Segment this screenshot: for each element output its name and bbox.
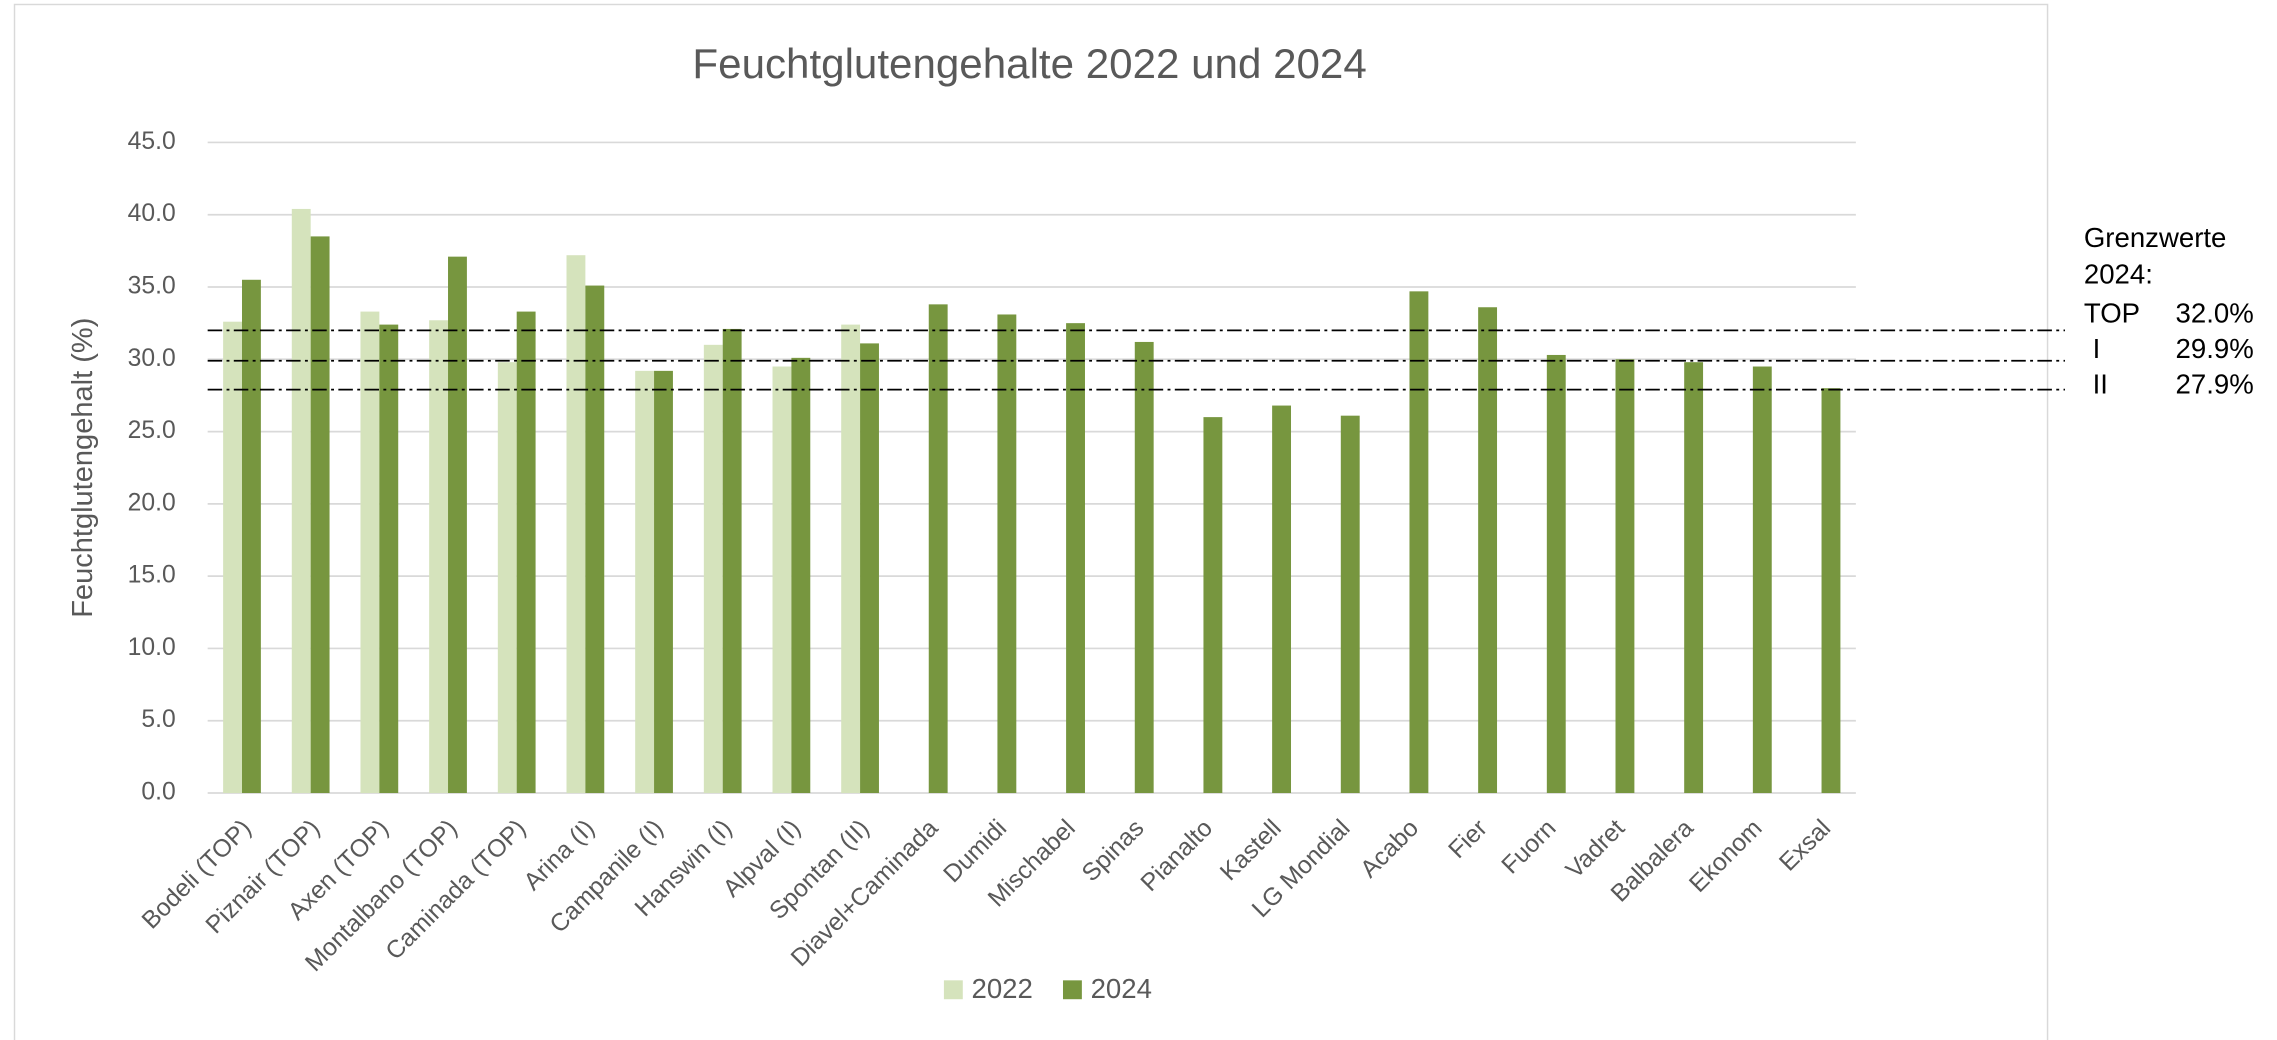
threshold-title: Grenzwerte [2084,222,2227,253]
legend-label: 2024 [1091,973,1152,1004]
threshold-name: II [2093,369,2108,400]
y-tick-label: 40.0 [128,200,176,227]
bar [791,357,811,794]
y-tick-label: 15.0 [128,562,176,589]
bar [1546,354,1566,794]
bar [1203,417,1223,794]
bar [928,304,948,794]
bar [516,311,536,794]
legend-swatch [1062,980,1082,1000]
bar [241,279,261,794]
bar [1684,362,1704,794]
bar [585,285,605,794]
chart-frame [13,3,2049,1040]
legend-label: 2022 [972,973,1033,1004]
y-tick-label: 30.0 [128,345,176,372]
bar [291,208,311,794]
y-tick-label: 5.0 [141,706,175,733]
bar [1615,359,1635,794]
bar [1066,323,1085,794]
y-tick-label: 45.0 [128,128,176,155]
y-axis-label: Feuchtglutengehalt (%) [67,318,99,618]
bar [703,344,723,794]
threshold-name: I [2093,333,2101,364]
bar [635,370,655,794]
y-tick-label: 35.0 [128,273,176,300]
chart-title: Feuchtglutengehalte 2022 und 2024 [692,40,1366,87]
bar [566,255,586,794]
bar [860,343,879,794]
bar [772,366,792,794]
y-tick-label: 20.0 [128,489,176,516]
y-tick-label: 10.0 [128,634,176,661]
legend-swatch [943,980,963,1000]
bar [448,256,467,794]
bar [223,321,242,794]
bar [997,314,1017,794]
bar [1409,291,1429,794]
bar [1752,366,1772,794]
bar [722,328,742,794]
bar [360,311,380,794]
bar [1821,388,1841,794]
y-tick-label: 0.0 [141,779,175,806]
bar [654,370,673,794]
bar [841,324,861,794]
threshold-value: 29.9% [2176,333,2254,364]
bar [1478,307,1498,794]
bar [1340,415,1360,794]
bar [497,362,517,794]
threshold-name: TOP [2084,298,2140,329]
bar [379,324,399,794]
bar [429,320,449,794]
bar [1134,341,1154,794]
bar [310,236,330,794]
y-tick-label: 25.0 [128,417,176,444]
threshold-value: 32.0% [2176,298,2254,329]
threshold-value: 27.9% [2176,369,2254,400]
bar [1272,405,1292,794]
threshold-title: 2024: [2084,258,2153,289]
